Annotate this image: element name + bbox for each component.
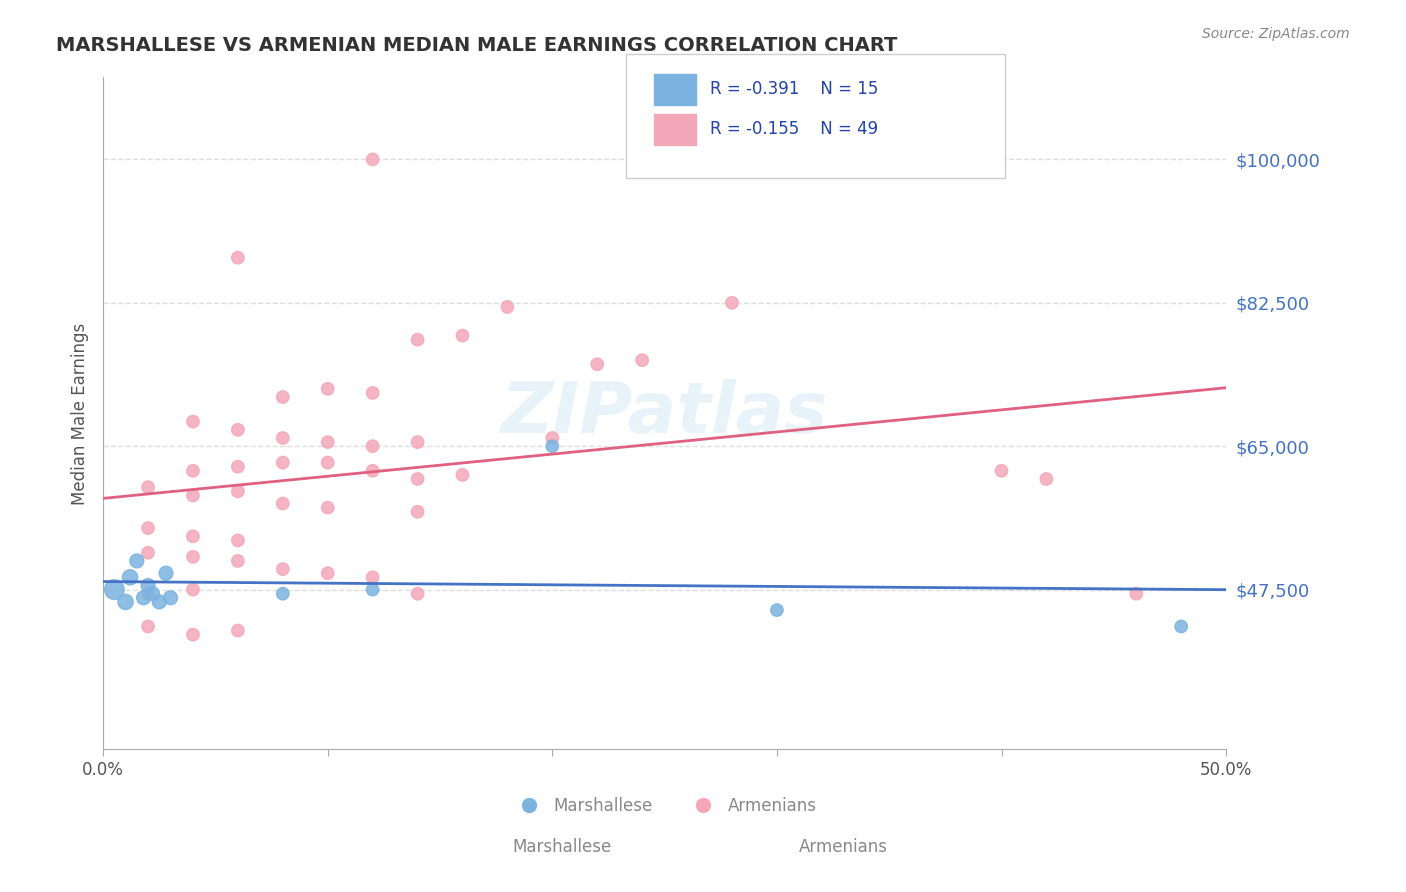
Point (120, 570, 142, 584)
Point (1035, 472, 1057, 486)
Point (361, 439, 384, 453)
Point (631, 353, 654, 368)
Point (451, 328, 474, 343)
Point (586, 357, 609, 371)
Legend: Marshallese, Armenians: Marshallese, Armenians (506, 790, 824, 822)
Point (271, 390, 294, 404)
Point (406, 472, 429, 486)
Point (406, 505, 429, 519)
Point (155, 566, 177, 581)
Point (136, 587, 159, 601)
Point (990, 464, 1012, 478)
Point (541, 439, 564, 453)
Point (316, 500, 339, 515)
Point (316, 456, 339, 470)
Text: R = -0.155    N = 49: R = -0.155 N = 49 (710, 120, 879, 138)
Point (136, 480, 159, 494)
Text: MARSHALLESE VS ARMENIAN MEDIAN MALE EARNINGS CORRELATION CHART: MARSHALLESE VS ARMENIAN MEDIAN MALE EARN… (56, 36, 897, 54)
Point (181, 488, 204, 502)
Point (316, 382, 339, 396)
Point (226, 533, 249, 548)
Point (159, 591, 181, 605)
Point (226, 251, 249, 265)
Point (406, 333, 429, 347)
Point (451, 467, 474, 482)
Point (271, 587, 294, 601)
Point (181, 464, 204, 478)
Point (541, 431, 564, 445)
Y-axis label: Median Male Earnings: Median Male Earnings (72, 322, 89, 505)
Point (114, 595, 136, 609)
Point (271, 562, 294, 576)
Point (226, 423, 249, 437)
Point (406, 435, 429, 450)
Point (271, 431, 294, 445)
Point (361, 570, 384, 584)
Point (361, 582, 384, 597)
Text: Source: ZipAtlas.com: Source: ZipAtlas.com (1202, 27, 1350, 41)
Text: Armenians: Armenians (799, 838, 889, 856)
Point (125, 554, 148, 568)
Point (136, 546, 159, 560)
Point (361, 386, 384, 401)
Point (136, 521, 159, 535)
Point (226, 484, 249, 499)
Point (181, 628, 204, 642)
Point (226, 624, 249, 638)
Point (316, 435, 339, 450)
Point (406, 587, 429, 601)
Point (766, 603, 789, 617)
Point (181, 415, 204, 429)
Point (496, 300, 519, 314)
Point (316, 566, 339, 581)
Point (136, 578, 159, 592)
Point (271, 456, 294, 470)
Point (1125, 587, 1147, 601)
Point (181, 582, 204, 597)
Point (141, 587, 163, 601)
Point (1170, 619, 1192, 633)
Point (181, 549, 204, 564)
Point (361, 464, 384, 478)
Point (271, 497, 294, 511)
Point (361, 153, 384, 167)
Point (132, 591, 155, 605)
Point (148, 595, 170, 609)
Point (103, 582, 125, 597)
Text: R = -0.391    N = 15: R = -0.391 N = 15 (710, 80, 879, 98)
Text: Marshallese: Marshallese (513, 838, 612, 856)
Point (226, 554, 249, 568)
Point (136, 619, 159, 633)
Point (226, 459, 249, 474)
Text: ZIPatlas: ZIPatlas (501, 379, 828, 448)
Point (181, 529, 204, 543)
Point (721, 295, 744, 310)
